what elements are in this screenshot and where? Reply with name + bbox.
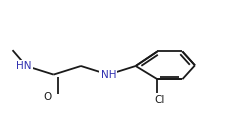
Text: NH: NH bbox=[100, 70, 116, 80]
Text: Cl: Cl bbox=[154, 95, 164, 105]
Text: O: O bbox=[44, 92, 52, 102]
Text: HN: HN bbox=[16, 61, 32, 71]
